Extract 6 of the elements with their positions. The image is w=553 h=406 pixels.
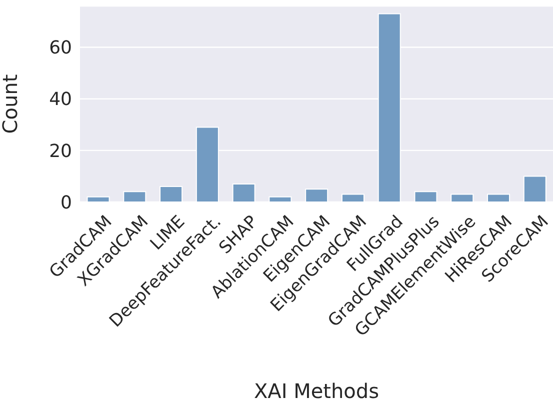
y-tick-label: 40: [49, 89, 72, 110]
y-tick-label: 60: [49, 38, 72, 59]
y-tick-label: 20: [49, 140, 72, 162]
y-axis-title: Count: [0, 74, 22, 134]
y-tick-label: 0: [60, 192, 72, 214]
x-axis-title: XAI Methods: [254, 379, 380, 403]
